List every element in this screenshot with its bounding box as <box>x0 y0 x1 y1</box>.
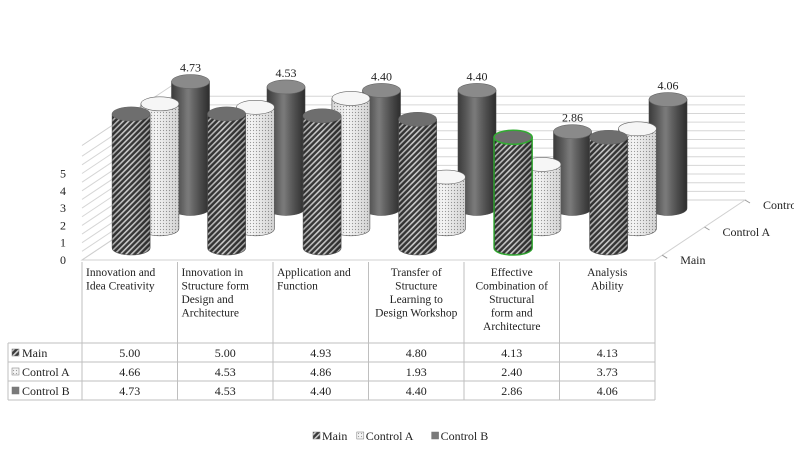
table-cell: 2.86 <box>501 384 522 398</box>
legend: Main Control A Control B <box>312 429 489 443</box>
legend-label: Control A <box>366 429 414 443</box>
table-cell: 4.86 <box>310 365 331 379</box>
depth-axis-labels: Main Control A Control B <box>661 198 794 267</box>
legend-key <box>11 386 20 395</box>
bars <box>111 74 688 256</box>
y-tick-label: 3 <box>60 201 66 215</box>
y-tick-label: 5 <box>60 167 66 181</box>
depth-label: Control A <box>723 225 771 239</box>
legend-key <box>312 431 321 440</box>
table-header: Effective Combination of Structural form an… <box>475 267 548 333</box>
data-labels: 4.73 4.53 4.40 4.40 2.86 4.06 <box>180 61 679 125</box>
table-cell: 1.93 <box>406 365 427 379</box>
table-cell: 4.53 <box>215 365 236 379</box>
y-tick-label: 2 <box>60 218 66 232</box>
data-table: Innovation and Idea Creativity Innovation … <box>7 262 656 401</box>
data-label: 4.53 <box>276 66 297 80</box>
bar-control-b <box>362 83 401 216</box>
depth-tick <box>661 254 668 259</box>
data-label: 4.40 <box>467 69 488 83</box>
bar-main <box>302 108 342 256</box>
y-tick-label: 4 <box>60 184 66 198</box>
table-cell: 4.40 <box>406 384 427 398</box>
data-label: 4.06 <box>658 79 679 93</box>
depth-tick <box>704 226 710 231</box>
table-cell: 4.93 <box>310 346 331 360</box>
bar-control-a <box>427 169 466 237</box>
depth-tick <box>744 199 751 204</box>
table-cell: 4.66 <box>119 365 140 379</box>
bar-main <box>589 129 628 256</box>
legend-key <box>11 367 20 376</box>
bar-control-a <box>331 91 371 237</box>
table-row-label: Main <box>22 346 47 360</box>
table-cell: 4.13 <box>501 346 522 360</box>
bar-main <box>207 106 246 256</box>
legend-key <box>431 431 439 440</box>
y-tick-label: 1 <box>60 236 66 250</box>
table-header: Analysis Ability <box>587 267 628 293</box>
table-cell: 4.40 <box>310 384 331 398</box>
y-axis-ticks: 0 1 2 3 4 5 <box>60 167 66 268</box>
table-cell: 2.40 <box>501 365 522 379</box>
table-header: Application and Function <box>277 267 351 293</box>
legend-label: Main <box>322 429 347 443</box>
legend-label: Control B <box>441 429 489 443</box>
table-header: Transfer of Structure Learning to Design Wo… <box>375 267 457 320</box>
bar-main <box>398 111 437 256</box>
legend-key <box>356 431 365 440</box>
data-label: 4.73 <box>180 61 201 75</box>
table-cell: 4.73 <box>119 384 140 398</box>
bar-control-b <box>457 83 497 216</box>
table-cell: 5.00 <box>119 346 140 360</box>
table-cell: 4.53 <box>215 384 236 398</box>
table-cell: 4.06 <box>597 384 618 398</box>
data-label: 4.40 <box>371 69 392 83</box>
bar-main <box>493 129 533 256</box>
bar-main <box>111 106 151 256</box>
bar-control-b <box>553 124 592 216</box>
bar-control-b <box>266 79 306 216</box>
table-cell: 4.13 <box>597 346 618 360</box>
table-header: Innovation and Idea Creativity <box>86 267 156 293</box>
table-cell: 3.73 <box>597 365 618 379</box>
table-header: Innovation in Structure form Design and Arc… <box>182 267 249 320</box>
table-row-label: Control A <box>22 365 70 379</box>
data-label: 2.86 <box>562 111 583 125</box>
legend-key <box>11 348 20 357</box>
y-tick-label: 0 <box>60 253 66 267</box>
depth-label: Control B <box>763 198 794 212</box>
table-row-label: Control B <box>22 384 70 398</box>
table-cell: 4.80 <box>406 346 427 360</box>
depth-label: Main <box>680 253 705 267</box>
table-cell: 5.00 <box>215 346 236 360</box>
bar-control-b <box>648 92 688 216</box>
